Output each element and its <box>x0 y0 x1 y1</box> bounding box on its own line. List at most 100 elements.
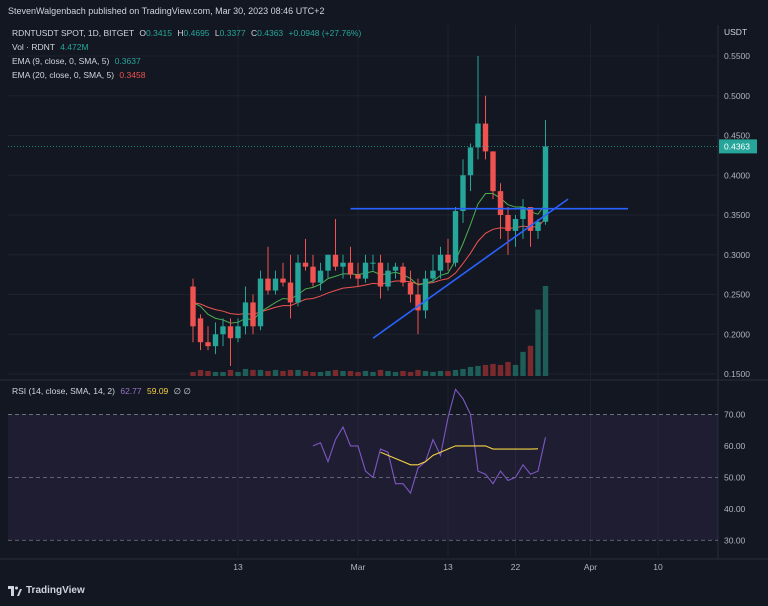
candle-body <box>205 342 211 347</box>
trendline <box>372 198 569 339</box>
volume-bar <box>437 370 444 376</box>
price-tick-label: 0.4000 <box>724 170 750 180</box>
candle-body <box>280 278 286 283</box>
time-tick-label: 13 <box>233 562 243 572</box>
volume-bar <box>430 371 436 376</box>
candle-body <box>392 266 399 271</box>
tradingview-logo[interactable]: TradingView <box>8 585 85 596</box>
candle-body <box>317 270 324 283</box>
volume-bar <box>400 370 406 376</box>
rsi-line <box>312 388 547 495</box>
rsi-legend: RSI (14, close, SMA, 14, 2) 62.77 59.09 … <box>12 386 191 397</box>
volume-bar <box>407 371 414 376</box>
candle-body <box>355 274 361 279</box>
volume-bar <box>332 369 339 376</box>
time-tick-label: 22 <box>511 562 521 572</box>
candle-body <box>227 326 234 339</box>
candle-body <box>272 278 279 291</box>
volume-bar <box>467 366 474 376</box>
candle-body <box>400 266 406 283</box>
candle-body <box>332 254 339 267</box>
candle-body <box>415 294 421 311</box>
time-tick-label: Apr <box>584 562 597 572</box>
price-tick-label: 0.3000 <box>724 250 750 260</box>
candle-body <box>295 262 301 303</box>
volume-bar <box>490 363 496 376</box>
volume-bar <box>220 371 226 376</box>
volume-bar <box>197 369 204 376</box>
volume-bar <box>475 365 481 376</box>
candle-body <box>467 147 474 176</box>
high-value: 0.4695 <box>183 28 210 38</box>
volume-bar <box>520 351 526 376</box>
ema9-legend: EMA (9, close, 0, SMA, 5) 0.3637 <box>12 56 141 66</box>
candle-body <box>347 262 354 275</box>
candle-body <box>430 270 436 279</box>
symbol-name: RDNTUSDT SPOT, 1D, BITGET <box>12 28 135 38</box>
candle-body <box>302 262 309 267</box>
volume-bar <box>227 369 234 376</box>
candle-body <box>325 254 331 271</box>
open-label: O <box>139 28 147 38</box>
close-label: C <box>251 28 258 38</box>
volume-bar <box>370 371 376 376</box>
volume-bar <box>527 345 534 376</box>
tradingview-icon <box>8 585 22 596</box>
volume-bar <box>482 364 489 376</box>
candle-body <box>377 262 384 287</box>
volume-bar <box>235 371 241 376</box>
ema9-value: 0.3637 <box>114 56 141 66</box>
candle-body <box>505 215 511 231</box>
ema20-value: 0.3458 <box>119 70 146 80</box>
high-label: H <box>177 28 184 38</box>
volume-bar <box>512 364 519 376</box>
candle-body <box>257 278 264 327</box>
volume-legend: Vol · RDNT 4.472M <box>12 42 89 52</box>
low-label: L <box>214 28 220 38</box>
volume-bar <box>535 309 541 376</box>
volume-bar <box>190 371 196 376</box>
rsi-tick-label: 60.00 <box>724 441 746 451</box>
candle-body <box>340 262 346 267</box>
volume-bar <box>377 369 384 376</box>
volume-bar <box>242 368 249 376</box>
low-value: 0.3377 <box>219 28 246 38</box>
ema9-label: EMA (9, close, 0, SMA, 5) <box>12 56 110 66</box>
price-tick-label: 0.1500 <box>724 369 750 379</box>
candle-body <box>212 334 219 347</box>
ema20-legend: EMA (20, close, 0, SMA, 5) 0.3458 <box>12 70 145 80</box>
rsi-tick-label: 30.00 <box>724 535 746 545</box>
volume-bar <box>362 370 369 376</box>
candle-body <box>535 221 541 231</box>
candle-body <box>190 286 196 327</box>
change-value: +0.0948 (+27.76%) <box>288 28 362 38</box>
volume-bar <box>497 364 504 376</box>
open-value: 0.3415 <box>146 28 173 38</box>
price-tick-label: 0.3500 <box>724 210 750 220</box>
volume-bar <box>385 370 391 376</box>
volume-bar <box>505 361 511 376</box>
candle-body <box>287 282 294 303</box>
volume-bar <box>257 369 264 376</box>
candle-body <box>265 278 271 291</box>
candle-body <box>407 282 414 295</box>
candle-body <box>220 326 226 335</box>
candle-body <box>197 318 204 343</box>
volume-bar <box>452 369 459 376</box>
candle-body <box>490 151 496 192</box>
close-value: 0.4363 <box>257 28 284 38</box>
time-tick-label: Mar <box>351 562 366 572</box>
current-price-badge <box>719 139 757 154</box>
volume-bar <box>325 370 331 376</box>
symbol-legend: RDNTUSDT SPOT, 1D, BITGET O0.3415 H0.469… <box>12 28 361 38</box>
tradingview-brand: TradingView <box>26 585 85 596</box>
volume-bar <box>347 370 354 376</box>
volume-bar <box>317 371 324 376</box>
volume-bar <box>415 369 421 376</box>
candle-body <box>370 262 376 264</box>
rsi-label: RSI (14, close, SMA, 14, 2) <box>12 386 115 396</box>
volume-bar <box>422 370 429 376</box>
candle-body <box>250 302 256 327</box>
rsi-value: 62.77 <box>120 386 142 396</box>
